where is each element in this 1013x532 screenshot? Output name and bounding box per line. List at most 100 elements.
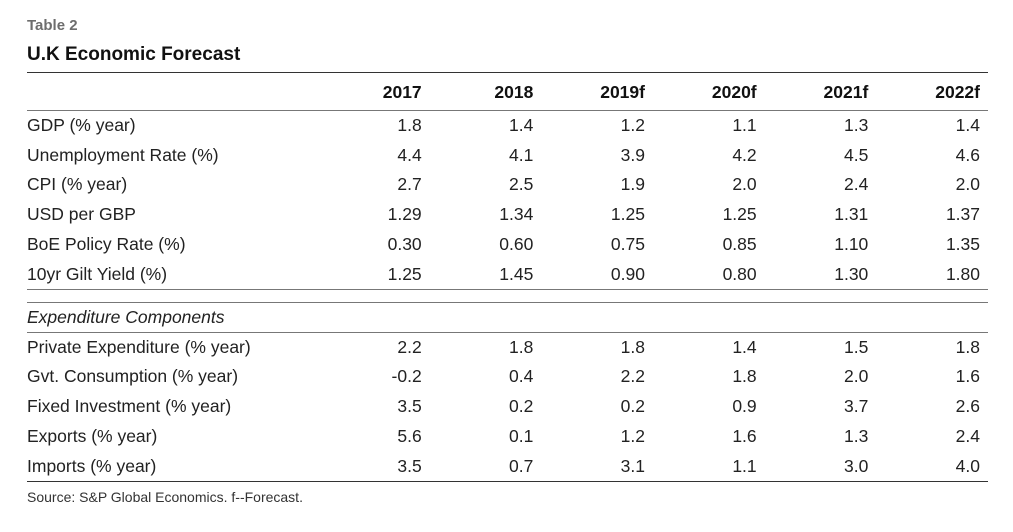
table-cell: 0.1: [509, 426, 534, 447]
table-cell: 2.4: [955, 426, 980, 447]
expenditure-section-header: Expenditure Components: [27, 302, 988, 333]
table-cell: 2.2: [397, 336, 422, 357]
column-header: 2017: [382, 82, 422, 102]
table-cell: 2.0: [843, 366, 869, 387]
table-row: Gvt. Consumption (% year) -0.2 0.4 2.2 1…: [27, 362, 988, 392]
column-header: 2021f: [823, 82, 869, 102]
table-cell: 2.5: [509, 174, 534, 195]
table-cell: 3.0: [843, 455, 869, 476]
table-cell: 0.80: [722, 263, 757, 284]
row-label: CPI (% year): [27, 174, 128, 195]
table-cell: 1.4: [509, 115, 534, 136]
table-cell: 0.60: [499, 234, 534, 255]
table-row: Imports (% year) 3.5 0.7 3.1 1.1 3.0 4.0: [27, 451, 988, 482]
table-cell: 1.45: [499, 263, 534, 284]
table-cell: 1.8: [732, 366, 757, 387]
table-cell: -0.2: [391, 366, 422, 387]
table-cell: 1.8: [620, 336, 645, 357]
table-cell: 1.35: [945, 234, 980, 255]
table-cell: 4.2: [732, 144, 757, 165]
table-cell: 0.4: [509, 366, 534, 387]
expenditure-section-title: Expenditure Components: [27, 306, 225, 327]
table-cell: 4.6: [955, 144, 980, 165]
row-label: Exports (% year): [27, 426, 158, 447]
table-cell: 4.4: [397, 144, 422, 165]
table-row: Exports (% year) 5.6 0.1 1.2 1.6 1.3 2.4: [27, 422, 988, 452]
column-header: 2020f: [711, 82, 757, 102]
table-cell: 1.9: [620, 174, 645, 195]
table-cell: 1.6: [955, 366, 980, 387]
table-cell: 2.6: [955, 396, 980, 417]
forecast-table-figure: Table 2 U.K Economic Forecast 2017 2018 …: [27, 14, 988, 506]
table-cell: 1.25: [722, 204, 757, 225]
table-cell: 1.8: [955, 336, 980, 357]
table-cell: 1.8: [397, 115, 422, 136]
table-cell: 5.6: [397, 426, 422, 447]
row-label: Fixed Investment (% year): [27, 396, 232, 417]
column-header: 2022f: [935, 82, 980, 102]
table-cell: 2.2: [620, 366, 645, 387]
column-header: 2018: [494, 82, 534, 102]
table-cell: 1.30: [834, 263, 869, 284]
table-row: Fixed Investment (% year) 3.5 0.2 0.2 0.…: [27, 392, 988, 422]
column-header: 2019f: [600, 82, 645, 102]
economic-forecast-table: 2017 2018 2019f 2020f 2021f 2022f GDP (%…: [27, 72, 988, 482]
table-row: 10yr Gilt Yield (%) 1.25 1.45 0.90 0.80 …: [27, 259, 988, 290]
row-label: USD per GBP: [27, 204, 136, 225]
section-spacer: [27, 289, 988, 302]
table-cell: 2.7: [397, 174, 422, 195]
table-row: CPI (% year) 2.7 2.5 1.9 2.0 2.4 2.0: [27, 170, 988, 200]
table-row: Unemployment Rate (%) 4.4 4.1 3.9 4.2 4.…: [27, 140, 988, 170]
table-cell: 1.4: [732, 336, 757, 357]
table-cell: 1.5: [843, 336, 869, 357]
source-note: Source: S&P Global Economics. f--Forecas…: [27, 488, 303, 505]
table-cell: 1.10: [834, 234, 869, 255]
table-cell: 1.2: [620, 426, 645, 447]
row-label: GDP (% year): [27, 115, 136, 136]
table-cell: 1.34: [499, 204, 534, 225]
table-cell: 1.37: [945, 204, 980, 225]
table-cell: 3.5: [397, 396, 422, 417]
table-cell: 1.29: [387, 204, 422, 225]
table-cell: 1.25: [610, 204, 645, 225]
table-cell: 1.3: [843, 426, 869, 447]
table-cell: 1.3: [843, 115, 869, 136]
row-label: BoE Policy Rate (%): [27, 234, 186, 255]
table-cell: 2.0: [732, 174, 757, 195]
table-cell: 4.5: [843, 144, 869, 165]
table-cell: 1.31: [834, 204, 869, 225]
table-cell: 4.0: [955, 455, 980, 476]
header-row: 2017 2018 2019f 2020f 2021f 2022f: [27, 72, 988, 111]
table-cell: 0.9: [732, 396, 757, 417]
table-cell: 3.9: [620, 144, 645, 165]
table-row: GDP (% year) 1.8 1.4 1.2 1.1 1.3 1.4: [27, 111, 988, 141]
row-label: 10yr Gilt Yield (%): [27, 263, 168, 284]
table-cell: 2.4: [843, 174, 869, 195]
table-cell: 0.2: [620, 396, 645, 417]
table-cell: 2.0: [955, 174, 980, 195]
row-label: Gvt. Consumption (% year): [27, 366, 239, 387]
table-row: USD per GBP 1.29 1.34 1.25 1.25 1.31 1.3…: [27, 200, 988, 230]
table-cell: 0.2: [509, 396, 534, 417]
table-cell: 1.1: [732, 115, 757, 136]
table-cell: 0.90: [610, 263, 645, 284]
table-cell: 3.5: [397, 455, 422, 476]
row-label: Private Expenditure (% year): [27, 336, 251, 357]
table-cell: 4.1: [509, 144, 534, 165]
row-label: Unemployment Rate (%): [27, 144, 219, 165]
table-cell: 0.75: [610, 234, 645, 255]
table-cell: 0.7: [509, 455, 534, 476]
table-title: U.K Economic Forecast: [27, 44, 241, 65]
table-cell: 0.30: [387, 234, 422, 255]
table-cell: 1.6: [732, 426, 757, 447]
table-cell: 1.25: [387, 263, 422, 284]
table-row: Private Expenditure (% year) 2.2 1.8 1.8…: [27, 332, 988, 362]
header-corner-cell: [27, 73, 318, 111]
table-cell: 0.85: [722, 234, 757, 255]
row-label: Imports (% year): [27, 455, 157, 476]
table-cell: 1.80: [945, 263, 980, 284]
table-row: BoE Policy Rate (%) 0.30 0.60 0.75 0.85 …: [27, 230, 988, 260]
table-cell: 3.1: [620, 455, 645, 476]
table-cell: 3.7: [843, 396, 869, 417]
table-cell: 1.1: [732, 455, 757, 476]
